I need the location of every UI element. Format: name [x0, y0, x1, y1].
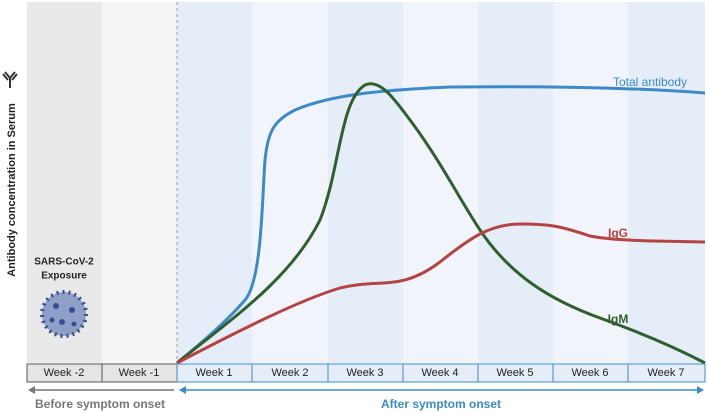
exposure-label: Exposure: [41, 271, 87, 282]
week-label: Week 3: [346, 367, 383, 379]
exposure-label: SARS-CoV-2: [34, 257, 94, 268]
week-label: Week 7: [647, 367, 684, 379]
week-label: Week 6: [571, 367, 608, 379]
curve-label: IgG: [608, 226, 628, 240]
y-axis-label: Antibody concentration in Serum: [6, 103, 18, 277]
phase-label: After symptom onset: [381, 397, 501, 411]
backgrounds: [27, 2, 705, 363]
virus-icon: [40, 290, 88, 338]
week-label: Week 4: [421, 367, 458, 379]
curve-label: Total antibody: [613, 75, 687, 89]
week-row: Week -2 Week -1 Week 1 Week 2 Week 3 Wee…: [26, 363, 706, 383]
phase-label: Before symptom onset: [35, 397, 165, 411]
total-antibody-curve: [176, 85, 706, 365]
antibody-icon: [2, 71, 18, 88]
week-label: Week 2: [271, 367, 308, 379]
week-label: Week 5: [496, 367, 533, 379]
phase-arrows: [28, 386, 704, 394]
week-label: Week -1: [119, 367, 160, 379]
week-label: Week -2: [44, 367, 85, 379]
igm-curve: [176, 82, 706, 365]
curve-label: IgM: [608, 312, 629, 326]
week-label: Week 1: [195, 367, 232, 379]
igg-curve: [176, 222, 706, 365]
